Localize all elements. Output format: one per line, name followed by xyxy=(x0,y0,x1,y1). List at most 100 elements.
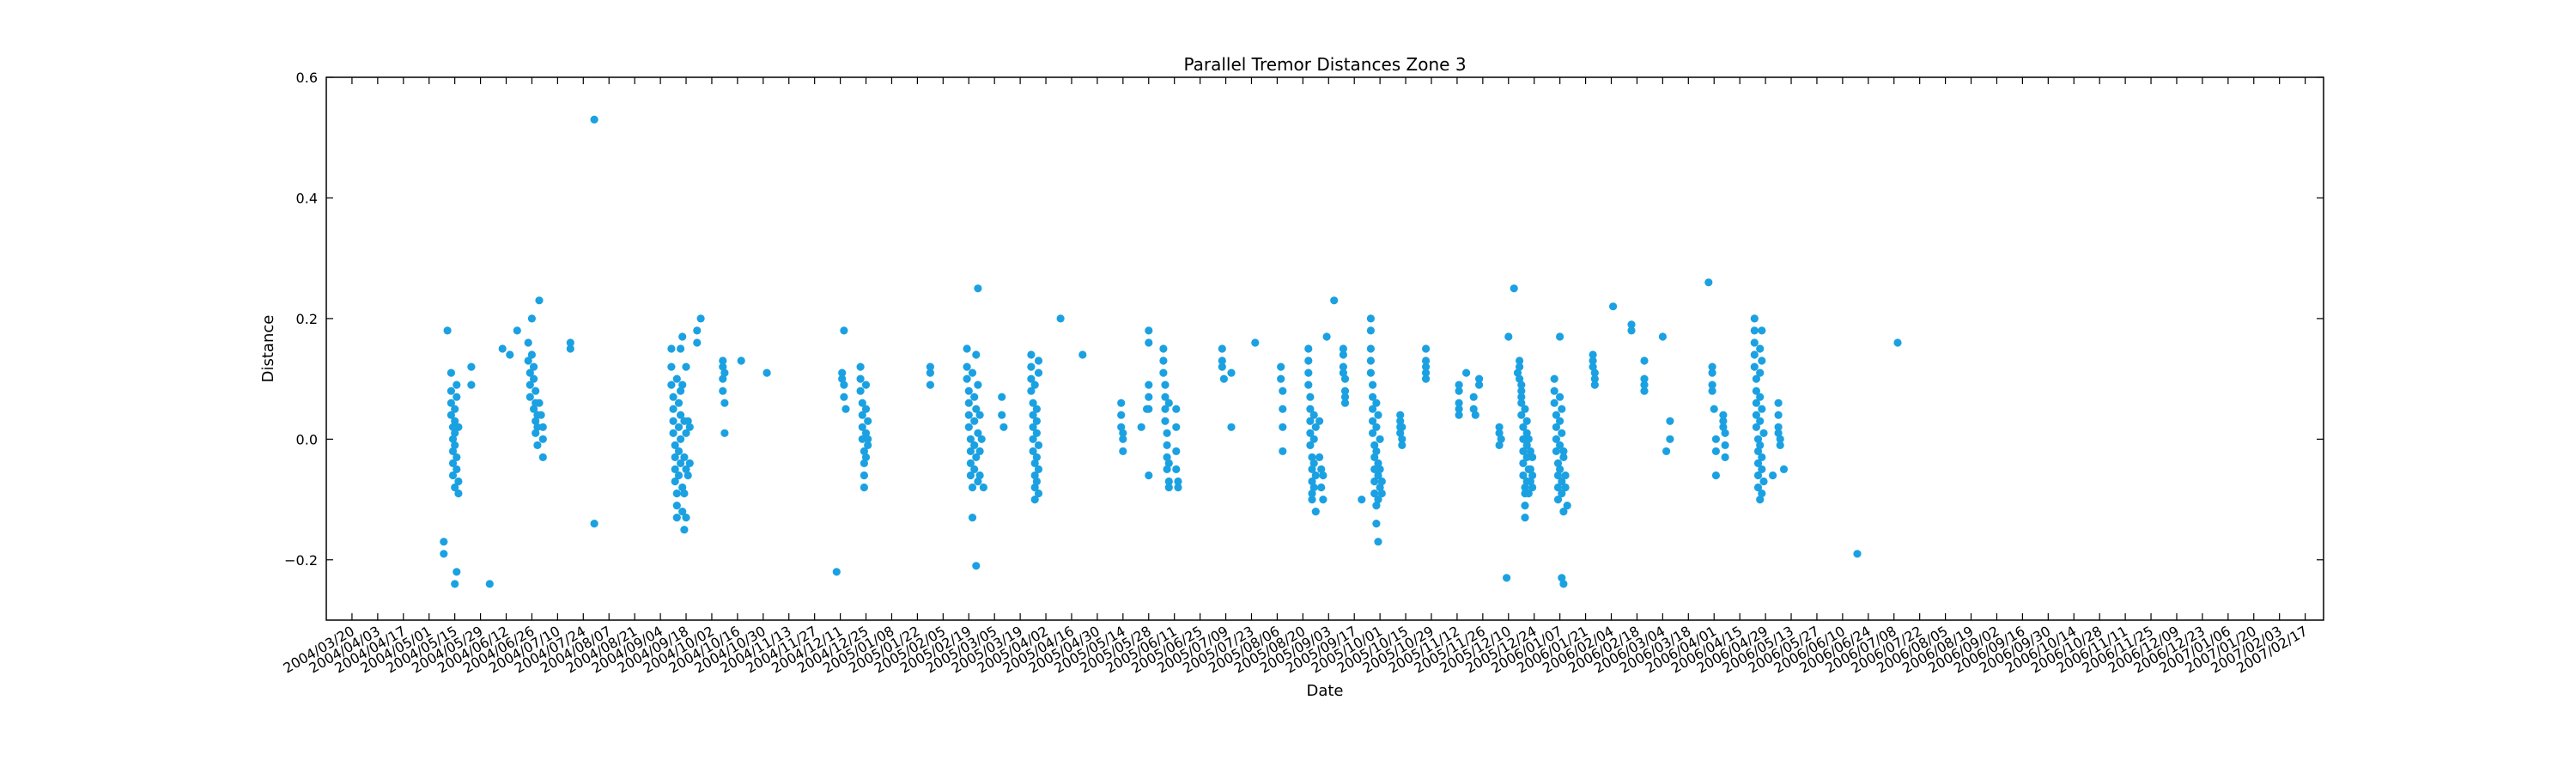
data-point xyxy=(858,423,866,431)
data-point xyxy=(1218,362,1226,371)
data-point xyxy=(682,362,690,371)
data-point xyxy=(1422,368,1431,377)
data-point xyxy=(451,580,459,588)
data-point xyxy=(1030,380,1039,389)
data-point xyxy=(1524,435,1533,443)
data-point xyxy=(1370,441,1379,450)
data-point xyxy=(1159,344,1168,353)
data-point xyxy=(467,380,476,389)
data-point xyxy=(1519,459,1528,468)
data-point xyxy=(856,374,865,383)
data-point xyxy=(1422,374,1431,383)
data-point xyxy=(1758,489,1766,498)
data-point xyxy=(840,326,848,335)
data-point xyxy=(737,356,745,365)
data-point xyxy=(1161,417,1170,425)
data-point xyxy=(1306,405,1315,413)
data-point xyxy=(1032,405,1041,413)
data-point xyxy=(530,362,538,371)
data-point xyxy=(1759,429,1768,437)
data-point xyxy=(1853,550,1862,558)
data-point xyxy=(1750,314,1759,323)
data-point xyxy=(1029,423,1037,431)
data-point xyxy=(671,465,679,474)
data-point xyxy=(1758,356,1766,365)
data-point xyxy=(443,326,452,335)
data-point xyxy=(1753,471,1763,480)
data-point xyxy=(1376,483,1384,492)
data-point xyxy=(1372,447,1381,456)
data-point xyxy=(1117,411,1126,419)
data-point xyxy=(1711,447,1720,456)
data-point xyxy=(1497,435,1505,443)
data-point xyxy=(1309,459,1318,468)
data-point xyxy=(1306,393,1315,401)
data-point xyxy=(972,350,981,359)
data-point xyxy=(1774,429,1783,437)
data-point xyxy=(533,441,542,450)
data-point xyxy=(1708,362,1716,371)
data-point xyxy=(926,380,934,389)
data-point xyxy=(1164,459,1173,468)
data-point xyxy=(1552,435,1560,443)
data-point xyxy=(447,399,456,407)
data-point xyxy=(858,435,866,443)
data-point xyxy=(1119,429,1127,437)
data-point xyxy=(454,489,463,498)
data-point xyxy=(448,423,458,431)
data-point xyxy=(1164,399,1173,407)
data-point xyxy=(861,429,871,437)
data-point xyxy=(1528,483,1537,492)
data-point xyxy=(1029,435,1037,443)
data-point xyxy=(1370,477,1379,486)
data-point xyxy=(972,453,981,462)
data-point xyxy=(1708,386,1716,395)
data-point xyxy=(966,435,975,443)
data-point xyxy=(1422,362,1431,371)
data-point xyxy=(538,435,547,443)
data-point xyxy=(966,459,975,468)
data-point xyxy=(1304,368,1313,377)
data-point xyxy=(671,441,679,450)
data-point xyxy=(1218,356,1226,365)
data-point xyxy=(1758,405,1766,413)
data-point xyxy=(440,550,448,558)
data-point xyxy=(1340,393,1350,401)
data-point xyxy=(1563,502,1571,510)
data-point xyxy=(1559,453,1568,462)
data-point xyxy=(1119,435,1127,443)
data-point xyxy=(524,356,532,365)
data-point xyxy=(454,423,463,431)
data-point xyxy=(841,405,850,413)
data-point xyxy=(1559,447,1568,456)
data-point xyxy=(683,471,692,480)
data-point xyxy=(1029,411,1037,419)
data-point xyxy=(1330,296,1339,305)
data-point xyxy=(1398,435,1406,443)
data-point xyxy=(1590,374,1599,383)
data-point xyxy=(1522,441,1531,450)
data-point xyxy=(1030,496,1039,504)
data-point xyxy=(1172,447,1181,456)
data-point xyxy=(860,483,869,492)
data-point xyxy=(448,447,458,456)
data-point xyxy=(1455,411,1463,419)
data-point xyxy=(1279,447,1287,456)
data-point xyxy=(448,435,458,443)
data-point xyxy=(1519,423,1528,431)
data-point xyxy=(838,374,847,383)
data-point xyxy=(678,508,687,516)
data-point xyxy=(926,362,934,371)
data-point xyxy=(968,483,977,492)
data-point xyxy=(1495,429,1504,437)
data-point xyxy=(1504,332,1513,341)
data-point xyxy=(1161,380,1170,389)
data-point xyxy=(530,374,538,383)
data-point xyxy=(1556,332,1564,341)
data-point xyxy=(447,411,456,419)
data-point xyxy=(1251,338,1260,347)
chart-title: Parallel Tremor Distances Zone 3 xyxy=(1183,54,1466,75)
data-point xyxy=(677,386,685,395)
data-point xyxy=(526,368,534,377)
